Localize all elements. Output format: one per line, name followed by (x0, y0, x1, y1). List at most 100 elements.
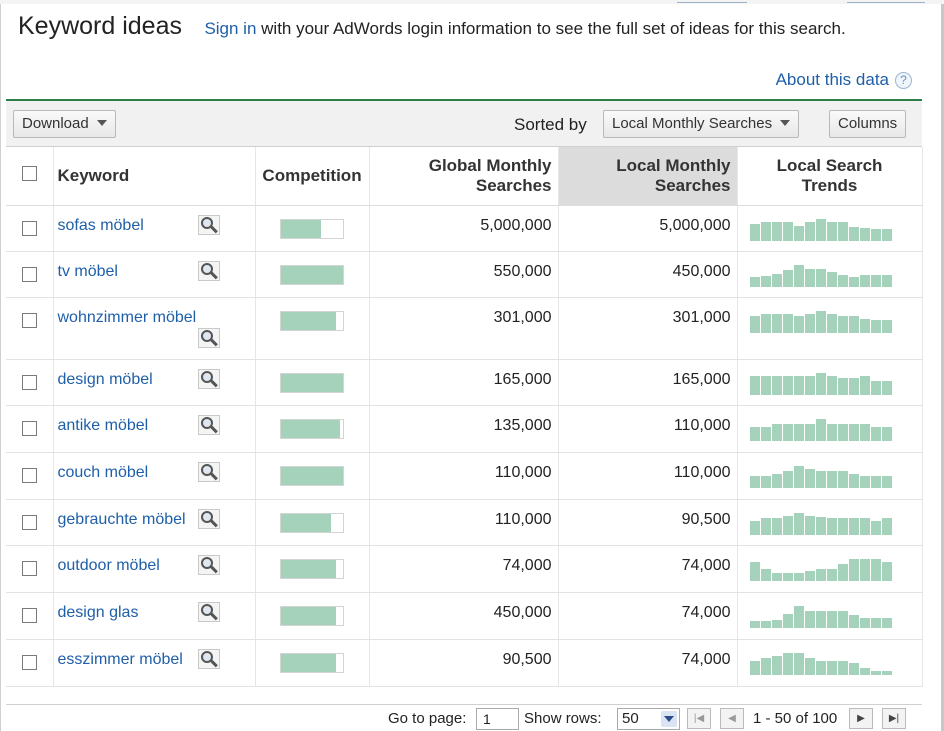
competition-bar-fill (281, 373, 343, 392)
row-checkbox[interactable] (21, 420, 37, 436)
row-checkbox[interactable] (21, 467, 37, 483)
help-icon[interactable]: ? (895, 72, 912, 89)
search-preview-icon[interactable] (197, 260, 220, 281)
row-checkbox[interactable] (21, 220, 37, 236)
previous-page-icon[interactable]: ◀ (720, 708, 744, 729)
column-header-global-monthly[interactable]: Global Monthly Searches (369, 147, 559, 206)
table-row[interactable]: design glas 450,000 74,000 (6, 592, 923, 640)
trend-bar (848, 276, 859, 287)
trend-bar (881, 561, 892, 581)
row-select-cell (6, 359, 54, 406)
trend-bar (848, 423, 859, 441)
row-checkbox[interactable] (21, 374, 37, 390)
keyword-link[interactable]: antike möbel (57, 416, 149, 434)
keyword-link[interactable]: outdoor möbel (57, 556, 160, 574)
local-monthly-searches-cell: 74,000 (558, 639, 738, 687)
table-row[interactable]: design möbel 165,000 165,000 (6, 359, 923, 406)
keyword-link[interactable]: gebrauchte möbel (57, 510, 186, 528)
row-checkbox[interactable] (21, 654, 37, 670)
search-preview-icon[interactable] (197, 648, 220, 669)
search-preview-icon[interactable] (197, 508, 220, 529)
row-select-cell (6, 545, 54, 593)
keyword-link[interactable]: tv möbel (57, 262, 118, 280)
header: Keyword ideas Sign in with your AdWords … (18, 12, 918, 41)
top-tab[interactable] (677, 0, 747, 3)
trend-bar (782, 572, 793, 581)
trend-bar (760, 375, 771, 395)
keyword-link[interactable]: couch möbel (57, 463, 149, 481)
row-select-cell (6, 205, 54, 252)
competition-cell (255, 592, 370, 640)
trend-bar (804, 221, 815, 241)
trend-bar (870, 426, 881, 441)
next-page-icon[interactable]: ▶ (849, 708, 873, 729)
column-header-local-trends[interactable]: Local Search Trends (737, 147, 923, 206)
trend-bar (760, 475, 771, 488)
trend-bar (771, 313, 782, 333)
trend-bar (881, 475, 892, 488)
search-preview-icon[interactable] (197, 327, 220, 348)
sort-dropdown[interactable]: Local Monthly Searches (603, 110, 800, 138)
sign-in-link[interactable]: Sign in (204, 19, 257, 38)
competition-bar-fill (281, 419, 340, 438)
search-preview-icon[interactable] (197, 414, 220, 435)
first-page-icon[interactable]: |◀ (687, 708, 711, 729)
row-select-cell (6, 251, 54, 298)
row-checkbox[interactable] (21, 266, 37, 282)
row-checkbox[interactable] (21, 312, 37, 328)
keyword-cell: couch möbel (53, 452, 256, 500)
about-this-data-link[interactable]: About this data? (776, 70, 912, 90)
table-row[interactable]: tv möbel 550,000 450,000 (6, 251, 923, 298)
trend-bar (859, 423, 870, 441)
trend-bar (782, 375, 793, 395)
column-header-keyword[interactable]: Keyword (53, 147, 256, 206)
select-all-checkbox[interactable] (21, 165, 37, 181)
rows-per-page-select[interactable]: 50 (617, 708, 680, 730)
table-row[interactable]: couch möbel 110,000 110,000 (6, 452, 923, 500)
local-search-trends-cell (737, 359, 923, 406)
search-preview-icon[interactable] (197, 554, 220, 575)
trend-bar (859, 667, 870, 675)
trend-bar (804, 515, 815, 535)
competition-bar (280, 218, 344, 239)
download-button[interactable]: Download (13, 110, 116, 138)
row-checkbox[interactable] (21, 607, 37, 623)
trend-bar (804, 570, 815, 581)
search-preview-icon[interactable] (197, 368, 220, 389)
trend-sparkline (738, 605, 922, 628)
trend-bar (848, 558, 859, 581)
competition-bar-fill (281, 311, 336, 330)
page-number-input[interactable]: 1 (476, 708, 519, 730)
table-row[interactable]: esszimmer möbel 90,500 74,000 (6, 639, 923, 687)
trend-bar (782, 470, 793, 488)
column-header-competition[interactable]: Competition (255, 147, 370, 206)
trend-bar (870, 228, 881, 241)
trend-bar (881, 426, 892, 441)
search-preview-icon[interactable] (197, 214, 220, 235)
columns-button[interactable]: Columns (829, 110, 907, 138)
table-row[interactable]: wohnzimmer möbel 301,000 301,000 (6, 297, 923, 360)
column-header-local-monthly[interactable]: Local Monthly Searches (558, 147, 738, 206)
trend-bar (870, 558, 881, 581)
row-checkbox[interactable] (21, 514, 37, 530)
row-checkbox[interactable] (21, 560, 37, 576)
keyword-link[interactable]: esszimmer möbel (57, 650, 183, 668)
keyword-link[interactable]: wohnzimmer möbel (57, 308, 197, 326)
trend-bar (760, 517, 771, 535)
table-row[interactable]: sofas möbel 5,000,000 5,000,000 (6, 205, 923, 252)
search-preview-icon[interactable] (197, 461, 220, 482)
keyword-link[interactable]: design glas (57, 603, 139, 621)
keyword-link[interactable]: sofas möbel (57, 216, 144, 234)
table-row[interactable]: antike möbel 135,000 110,000 (6, 405, 923, 453)
trend-bar (815, 660, 826, 675)
keyword-link[interactable]: design möbel (57, 370, 153, 388)
local-monthly-searches-cell: 74,000 (558, 545, 738, 593)
competition-bar-fill (281, 606, 336, 625)
search-preview-icon[interactable] (197, 601, 220, 622)
trend-bar (837, 563, 848, 581)
about-label[interactable]: About this data (775, 70, 889, 89)
table-row[interactable]: gebrauchte möbel 110,000 90,500 (6, 499, 923, 546)
table-row[interactable]: outdoor möbel 74,000 74,000 (6, 545, 923, 593)
top-tab[interactable] (847, 0, 925, 3)
last-page-icon[interactable]: ▶| (882, 708, 906, 729)
